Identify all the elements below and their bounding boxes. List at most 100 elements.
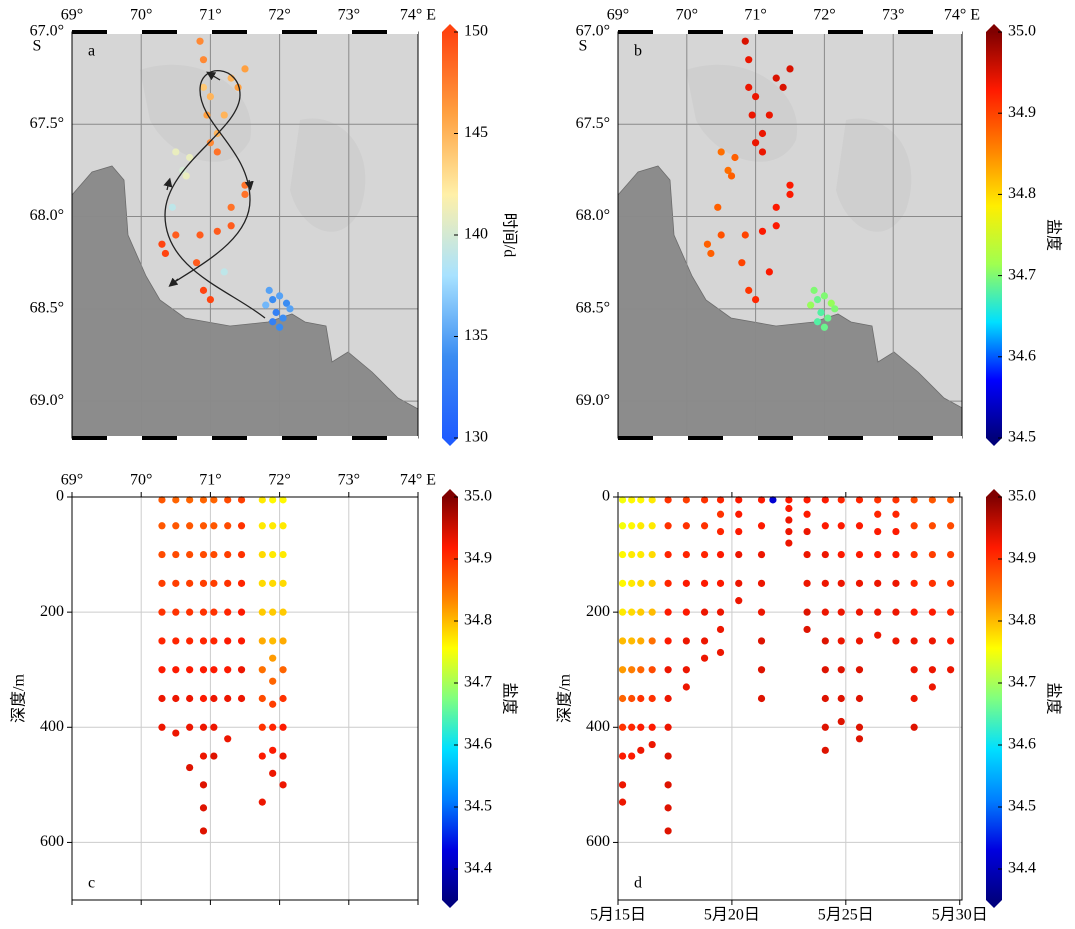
data-point (929, 551, 936, 558)
colorbar-extend (986, 438, 1002, 446)
y-tick-label: 200 (40, 603, 64, 620)
colorbar-extend (442, 24, 458, 32)
data-point (759, 228, 766, 235)
data-point (749, 111, 756, 118)
data-point (628, 522, 635, 529)
data-point (758, 666, 765, 673)
colorbar-label: 盐度 (1044, 682, 1062, 714)
data-point (911, 666, 918, 673)
data-point (745, 84, 752, 91)
data-point (892, 511, 899, 518)
data-point (649, 695, 656, 702)
x-tick-label: 72° (268, 7, 290, 24)
data-point (649, 666, 656, 673)
colorbar-tick-label: 34.9 (464, 550, 492, 567)
data-point (810, 287, 817, 294)
data-point (269, 551, 276, 558)
data-point (238, 522, 245, 529)
data-point (637, 724, 644, 731)
panel-label: d (634, 875, 642, 892)
data-point (838, 551, 845, 558)
data-point (619, 695, 626, 702)
data-point (279, 695, 286, 702)
data-point (838, 695, 845, 702)
data-point (628, 609, 635, 616)
data-point (649, 724, 656, 731)
colorbar-label: 盐度 (1044, 219, 1062, 251)
data-point (628, 666, 635, 673)
data-point (742, 38, 749, 45)
data-point (238, 580, 245, 587)
y-tick-label: 67.5° (30, 115, 64, 132)
colorbar-extend (442, 900, 458, 908)
data-point (683, 637, 690, 644)
data-point (665, 666, 672, 673)
x-tick-label: 73° (882, 7, 904, 24)
data-point (269, 724, 276, 731)
colorbar-extend (986, 489, 1002, 497)
x-tick-label: 70° (130, 7, 152, 24)
data-point (637, 747, 644, 754)
data-point (628, 724, 635, 731)
data-point (172, 609, 179, 616)
data-point (200, 56, 207, 63)
data-point (947, 580, 954, 587)
data-point (200, 551, 207, 558)
x-tick-label: 5月30日 (932, 907, 988, 924)
data-point (279, 666, 286, 673)
data-point (665, 724, 672, 731)
data-point (269, 296, 276, 303)
colorbar (442, 497, 458, 900)
data-point (929, 683, 936, 690)
data-point (196, 231, 203, 238)
data-point (269, 747, 276, 754)
data-point (269, 637, 276, 644)
y-tick-label: 68.0° (30, 207, 64, 224)
data-point (911, 551, 918, 558)
x-tick-label: 71° (199, 7, 221, 24)
data-point (269, 655, 276, 662)
data-point (717, 609, 724, 616)
data-point (269, 701, 276, 708)
data-point (186, 724, 193, 731)
data-point (158, 551, 165, 558)
data-point (929, 522, 936, 529)
data-point (210, 666, 217, 673)
data-point (786, 182, 793, 189)
data-point (665, 522, 672, 529)
figure: 69°70°71°72°73°74° E67.0°67.5°68.0°68.5°… (0, 0, 1075, 929)
data-point (822, 724, 829, 731)
data-point (773, 75, 780, 82)
data-point (619, 666, 626, 673)
colorbar-tick-label: 34.4 (1008, 860, 1036, 877)
colorbar-tick-label: 34.5 (464, 798, 492, 815)
data-point (200, 637, 207, 644)
data-point (158, 580, 165, 587)
data-point (892, 580, 899, 587)
colorbar-tick-label: 34.7 (1008, 674, 1036, 691)
data-point (742, 231, 749, 238)
data-point (276, 324, 283, 331)
data-point (628, 551, 635, 558)
data-point (814, 318, 821, 325)
data-point (665, 551, 672, 558)
data-point (786, 65, 793, 72)
data-point (158, 695, 165, 702)
data-point (279, 781, 286, 788)
data-point (745, 287, 752, 294)
data-point (683, 522, 690, 529)
y-tick-label: 0 (56, 488, 64, 505)
data-point (238, 551, 245, 558)
data-point (259, 752, 266, 759)
colorbar-tick-label: 34.9 (1008, 104, 1036, 121)
data-point (701, 580, 708, 587)
data-point (665, 580, 672, 587)
data-point (619, 752, 626, 759)
data-point (619, 799, 626, 806)
data-point (259, 724, 266, 731)
data-point (200, 804, 207, 811)
data-point (856, 551, 863, 558)
data-point (241, 65, 248, 72)
data-point (628, 637, 635, 644)
page: {"chart_data": [ {"type": "scatter", "pa… (0, 0, 1075, 929)
